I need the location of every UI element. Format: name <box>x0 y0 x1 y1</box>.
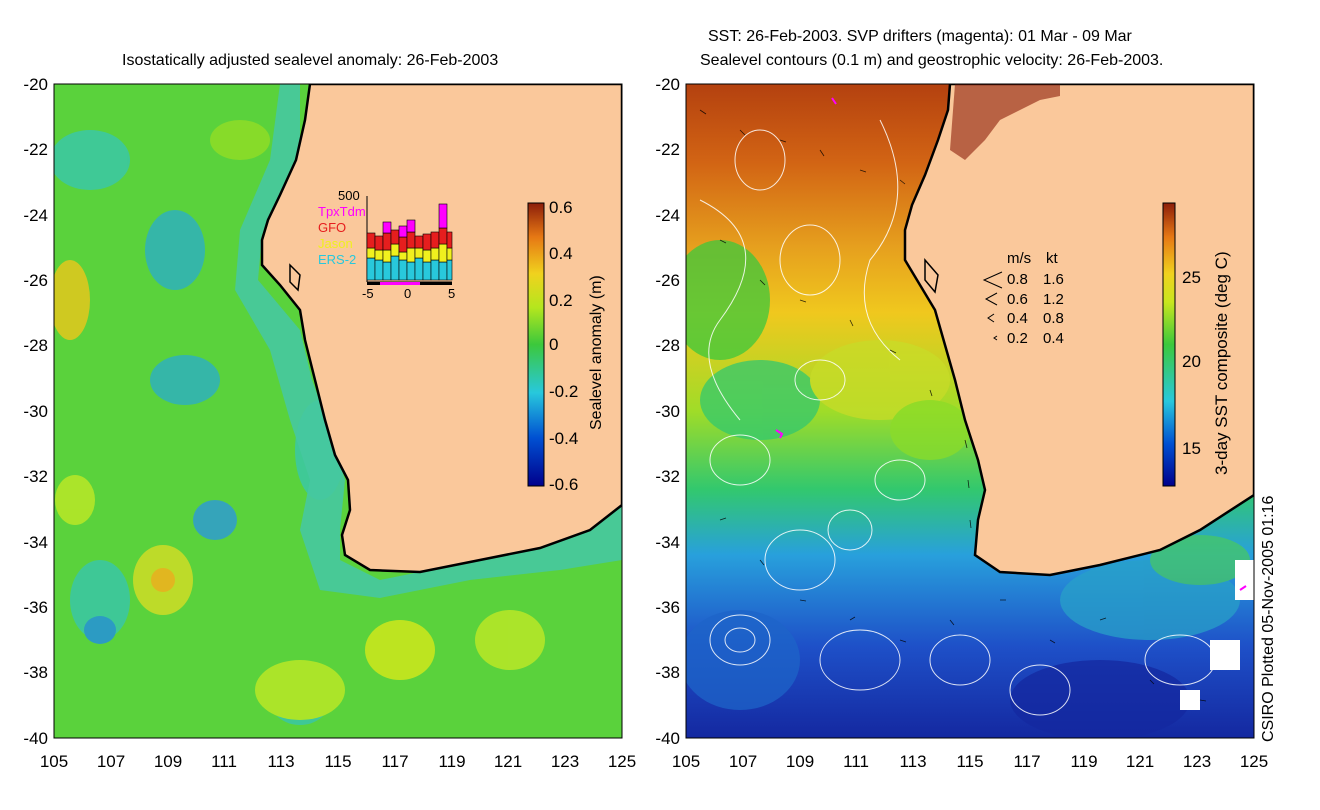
x-tick: 117 <box>1013 752 1041 771</box>
y-tick: -36 <box>655 598 680 617</box>
colorbar-tick: 0.6 <box>549 198 573 217</box>
altimeter-inset <box>366 196 453 285</box>
y-tick: -22 <box>23 140 48 159</box>
inset-ymax: 500 <box>338 188 360 203</box>
x-tick: 125 <box>1239 752 1269 771</box>
colorbar-tick: 0 <box>549 335 559 354</box>
right-panel-title-2: Sealevel contours (0.1 m) and geostrophi… <box>700 52 1164 69</box>
y-tick: -34 <box>23 533 48 552</box>
x-tick: 111 <box>211 752 237 771</box>
y-tick: -38 <box>655 663 680 682</box>
velocity-key-ms: 0.6 <box>1007 291 1028 308</box>
legend-gfo: GFO <box>318 220 347 235</box>
legend-ers2: ERS-2 <box>318 252 357 267</box>
x-tick: 119 <box>438 752 466 771</box>
y-tick: -30 <box>23 402 48 421</box>
y-tick: -26 <box>655 271 680 290</box>
y-tick: -24 <box>23 206 48 225</box>
y-tick: -28 <box>655 336 680 355</box>
colorbar-tick: -0.4 <box>549 429 579 448</box>
y-tick: -40 <box>655 729 680 748</box>
x-tick: 121 <box>493 752 523 771</box>
y-tick: -34 <box>655 533 680 552</box>
sst-colorbar <box>1162 202 1176 487</box>
colorbar-tick: 0.4 <box>549 244 573 263</box>
x-tick: 105 <box>671 752 701 771</box>
velocity-key-ms-header: m/s <box>1007 250 1032 267</box>
velocity-key-arrows <box>982 271 1003 341</box>
colorbar-tick: 20 <box>1182 352 1201 371</box>
x-tick: 107 <box>728 752 758 771</box>
legend-tpxtdm: TpxTdm <box>318 204 366 219</box>
x-tick: 111 <box>843 752 869 771</box>
inset-labels: 500 TpxTdm GFO Jason ERS-2 <box>318 188 366 268</box>
velocity-key-ms: 0.4 <box>1007 310 1028 327</box>
colorbar-tick: 15 <box>1182 439 1201 458</box>
y-tick: -20 <box>23 75 48 94</box>
x-tick: 109 <box>785 752 815 771</box>
x-tick: 119 <box>1070 752 1098 771</box>
x-tick: 121 <box>1125 752 1155 771</box>
x-tick: 105 <box>39 752 69 771</box>
x-tick: 113 <box>899 752 927 771</box>
y-tick: -38 <box>23 663 48 682</box>
left-panel-title: Isostatically adjusted sealevel anomaly:… <box>122 52 499 69</box>
velocity-key-ms: 0.8 <box>1007 271 1028 288</box>
velocity-key-kt: 0.4 <box>1043 330 1064 347</box>
x-tick: 109 <box>153 752 183 771</box>
y-tick: -22 <box>655 140 680 159</box>
velocity-key-ms: 0.2 <box>1007 330 1028 347</box>
colorbar-tick: 0.2 <box>549 291 573 310</box>
y-tick: -30 <box>655 402 680 421</box>
x-tick: 115 <box>956 752 984 771</box>
y-tick: -36 <box>23 598 48 617</box>
x-tick: 125 <box>607 752 637 771</box>
right-map-frame <box>685 83 1255 739</box>
velocity-key-kt: 0.8 <box>1043 310 1064 327</box>
y-tick: -32 <box>23 467 48 486</box>
sla-colorbar-label: Sealevel anomaly (m) <box>588 275 605 430</box>
legend-jason: Jason <box>318 236 353 251</box>
left-map-frame <box>53 83 623 739</box>
x-tick: 123 <box>550 752 580 771</box>
sla-colorbar <box>527 202 545 487</box>
velocity-key-kt: 1.2 <box>1043 291 1064 308</box>
y-tick: -20 <box>655 75 680 94</box>
inset-x-tick: 0 <box>404 286 412 301</box>
inset-x-tick: -5 <box>362 286 374 301</box>
right-panel-title-1: SST: 26-Feb-2003. SVP drifters (magenta)… <box>708 28 1132 45</box>
colorbar-tick: 25 <box>1182 268 1201 287</box>
y-tick: -40 <box>23 729 48 748</box>
colorbar-tick: -0.6 <box>549 475 579 494</box>
credit-text: CSIRO Plotted 05-Nov-2005 01:16 <box>1260 495 1277 742</box>
colorbar-tick: -0.2 <box>549 382 579 401</box>
inset-x-tick: 5 <box>448 286 456 301</box>
x-tick: 113 <box>267 752 295 771</box>
y-tick: -28 <box>23 336 48 355</box>
x-tick: 115 <box>324 752 352 771</box>
y-tick: -32 <box>655 467 680 486</box>
y-tick: -26 <box>23 271 48 290</box>
sst-colorbar-label: 3-day SST composite (deg C) <box>1212 251 1231 475</box>
x-tick: 117 <box>381 752 409 771</box>
y-tick: -24 <box>655 206 680 225</box>
velocity-key-kt-header: kt <box>1046 250 1058 267</box>
x-tick: 107 <box>96 752 126 771</box>
velocity-key-kt: 1.6 <box>1043 271 1064 288</box>
x-tick: 123 <box>1182 752 1212 771</box>
